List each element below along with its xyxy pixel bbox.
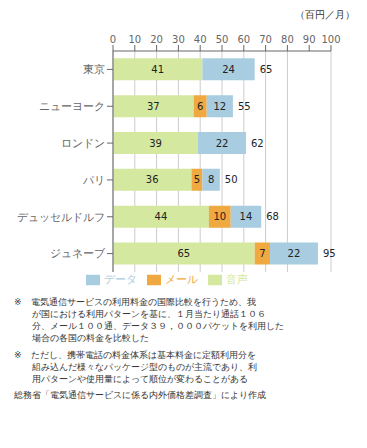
svg-text:12: 12 — [213, 101, 226, 112]
svg-text:10: 10 — [128, 34, 141, 45]
svg-text:44: 44 — [155, 211, 168, 222]
html-text:（百円／月）: （百円／月） — [295, 9, 355, 20]
svg-text:デュッセルドルフ: デュッセルドルフ — [17, 211, 105, 224]
svg-text:6: 6 — [197, 101, 203, 112]
svg-text:30: 30 — [172, 34, 185, 45]
svg-text:50: 50 — [225, 174, 238, 185]
svg-text:ジュネーブ: ジュネーブ — [50, 247, 106, 260]
html-text:音声: 音声 — [226, 273, 248, 286]
svg-text:10: 10 — [213, 211, 226, 222]
html-text:メール: メール — [165, 273, 198, 286]
html-text:総務省「電気通信サービスに係る内外価格差調査」により作成: 総務省「電気通信サービスに係る内外価格差調査」により作成 — [14, 390, 266, 400]
svg-text:95: 95 — [323, 248, 336, 259]
svg-text:8: 8 — [208, 174, 214, 185]
svg-text:65: 65 — [177, 248, 190, 259]
svg-text:50: 50 — [216, 34, 229, 45]
svg-text:65: 65 — [260, 64, 273, 75]
svg-text:22: 22 — [288, 248, 301, 259]
svg-text:55: 55 — [238, 101, 251, 112]
svg-text:14: 14 — [240, 211, 253, 222]
svg-text:22: 22 — [216, 138, 229, 149]
svg-text:ロンドン: ロンドン — [61, 137, 105, 150]
svg-text:62: 62 — [251, 138, 264, 149]
svg-text:60: 60 — [237, 34, 250, 45]
svg-text:70: 70 — [259, 34, 272, 45]
svg-text:39: 39 — [149, 138, 162, 149]
svg-text:パリ: パリ — [82, 174, 105, 187]
svg-text:90: 90 — [303, 34, 316, 45]
svg-text:100: 100 — [321, 34, 340, 45]
svg-text:7: 7 — [259, 248, 265, 259]
svg-text:ニューヨーク: ニューヨーク — [39, 100, 105, 113]
svg-text:80: 80 — [281, 34, 294, 45]
svg-text:37: 37 — [147, 101, 160, 112]
svg-text:68: 68 — [266, 211, 279, 222]
svg-text:5: 5 — [194, 174, 200, 185]
svg-text:36: 36 — [146, 174, 159, 185]
html-text:※ 電気通信サービスの利用料金の国際比較を行うため、我 が国: ※ 電気通信サービスの利用料金の国際比較を行うため、我 が国における利用パターン… — [14, 297, 284, 344]
svg-text:東京: 東京 — [83, 63, 105, 76]
svg-text:40: 40 — [194, 34, 207, 45]
svg-text:24: 24 — [222, 64, 235, 75]
svg-text:41: 41 — [151, 64, 164, 75]
html-text:データ: データ — [104, 273, 137, 286]
html-text:※ ただし、携帯電話の料金体系は基本料金に定額利用分を 組み: ※ ただし、携帯電話の料金体系は基本料金に定額利用分を 組み込んだ様々なパッケー… — [14, 349, 257, 384]
svg-text:20: 20 — [150, 34, 163, 45]
svg-text:0: 0 — [110, 34, 116, 45]
